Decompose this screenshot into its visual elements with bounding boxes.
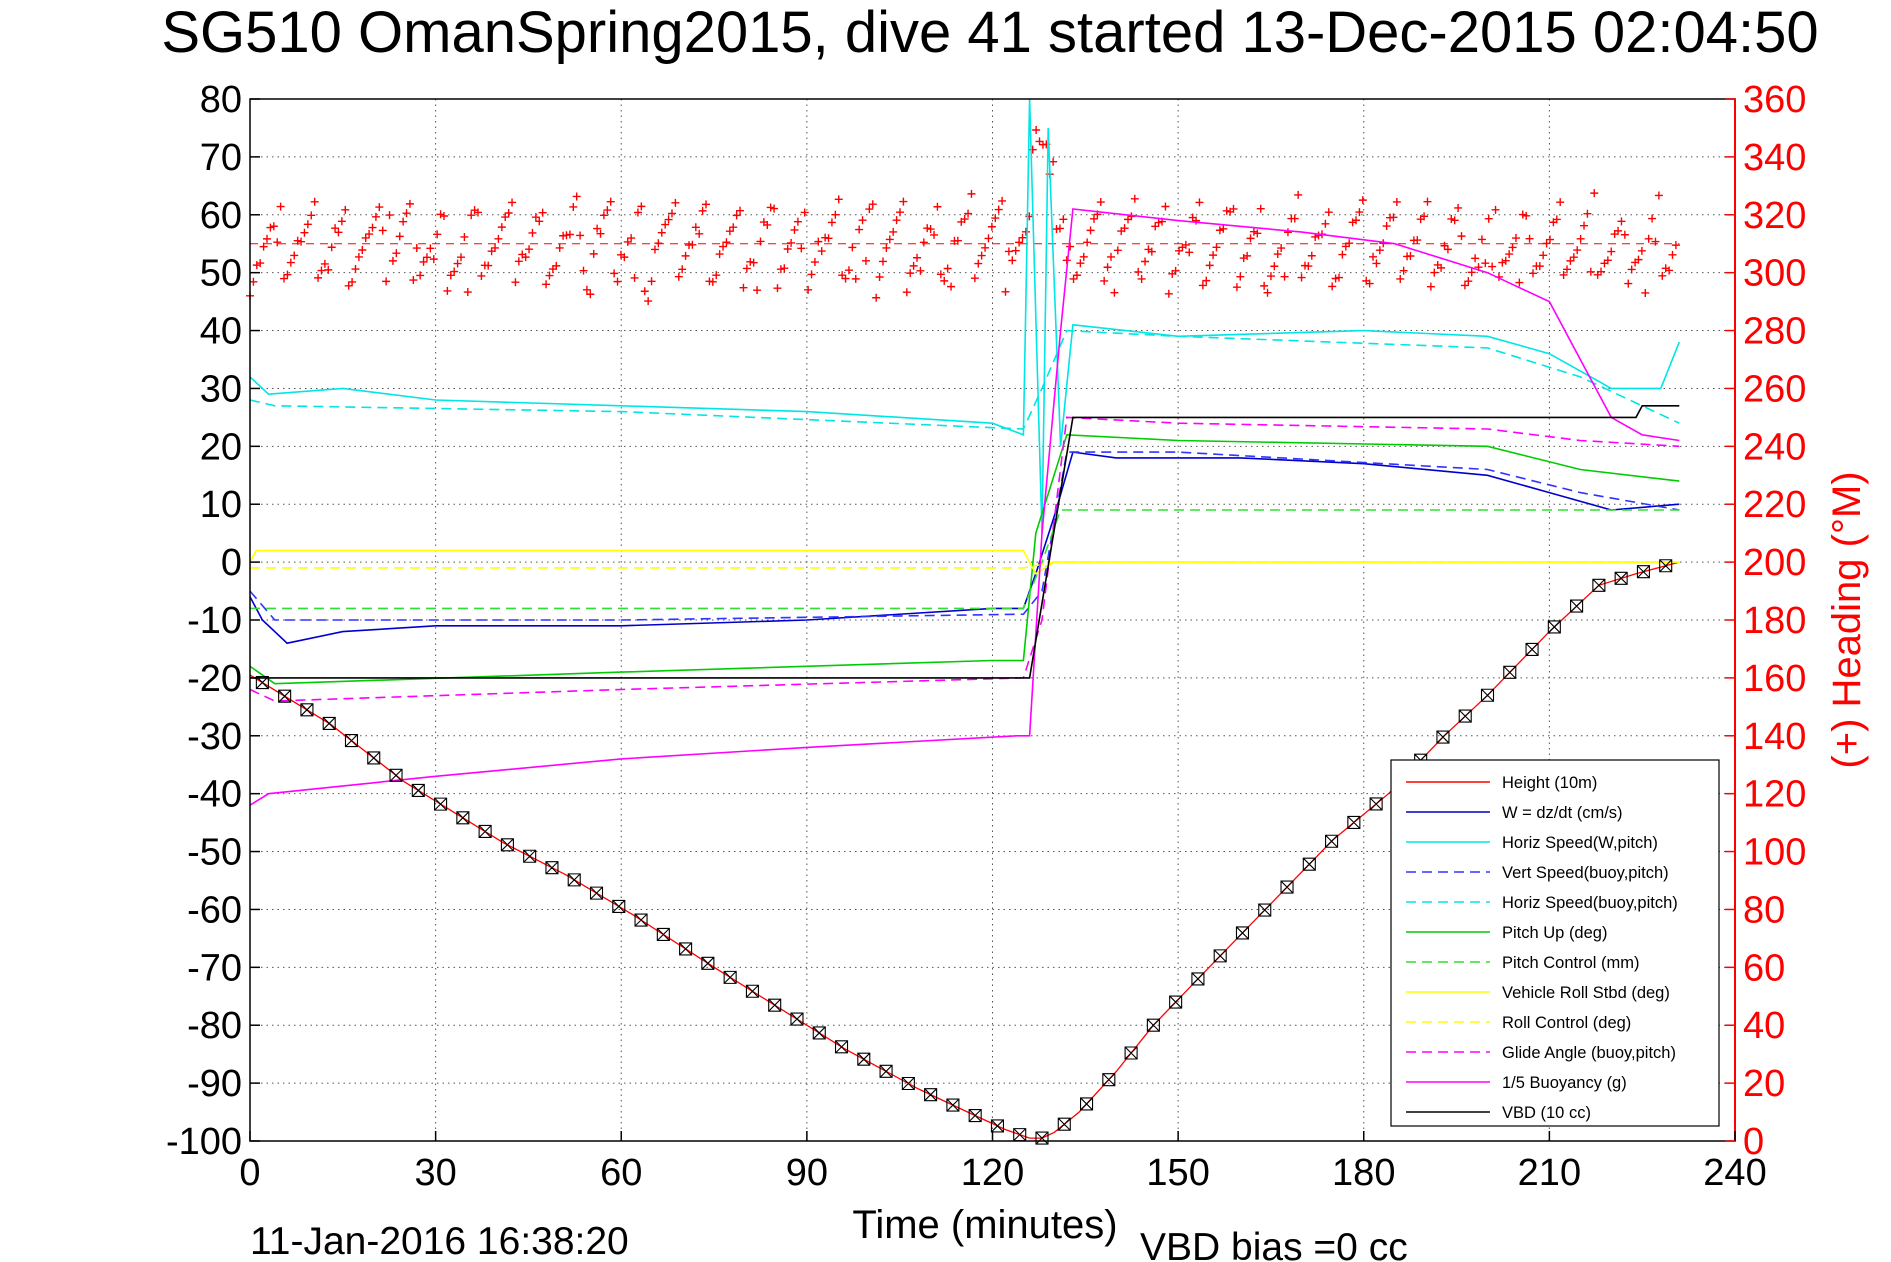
- y-tick-label: 60: [200, 195, 242, 237]
- series-line: [249, 329, 1680, 430]
- x-tick-label: 30: [414, 1152, 456, 1194]
- series-line: [249, 416, 1680, 702]
- x-axis: 0 30 60 90 120 150 180 210 240: [239, 1131, 1767, 1194]
- y-axis-right-label: (+) Heading (°M): [1825, 471, 1869, 768]
- legend-label: Glide Angle (buoy,pitch): [1502, 1044, 1676, 1062]
- legend: Height (10m) W = dz/dt (cm/s) Horiz Speed(…: [1390, 759, 1720, 1127]
- y-right-tick-label: 360: [1743, 79, 1806, 121]
- y-tick-label: -100: [166, 1121, 242, 1163]
- y-tick-label: -80: [187, 1005, 242, 1047]
- y-right-tick-label: 300: [1743, 253, 1806, 295]
- y-tick-label: 0: [221, 542, 242, 584]
- y-tick-label: 40: [200, 311, 242, 353]
- x-tick-label: 0: [239, 1152, 260, 1194]
- legend-label: Vert Speed(buoy,pitch): [1502, 864, 1669, 882]
- series-line: [250, 561, 1680, 569]
- y-right-tick-label: 80: [1743, 889, 1785, 931]
- y-axis-left: 80 70 60 50 40 30 20 10 0 -10 -20 -30 -40 -50 -60 -70 -8…: [166, 79, 260, 1163]
- height-marker: [255, 559, 1673, 1145]
- y-right-tick-label: 180: [1743, 600, 1806, 642]
- height-markers: [255, 559, 1673, 1145]
- series-line: [250, 509, 1680, 610]
- y-tick-label: -90: [187, 1063, 242, 1105]
- x-tick-label: 150: [1146, 1152, 1209, 1194]
- legend-label: VBD (10 cc): [1502, 1104, 1591, 1122]
- legend-label: Height (10m): [1502, 774, 1597, 792]
- legend-label: Pitch Control (mm): [1502, 954, 1640, 972]
- y-right-tick-label: 340: [1743, 137, 1806, 179]
- legend-label: 1/5 Buoyancy (g): [1502, 1074, 1627, 1092]
- x-axis-label: Time (minutes): [852, 1203, 1117, 1247]
- y-right-tick-label: 160: [1743, 658, 1806, 700]
- x-tick-label: 240: [1703, 1152, 1766, 1194]
- y-tick-label: -60: [187, 889, 242, 931]
- y-tick-label: -40: [187, 774, 242, 816]
- y-right-tick-label: 220: [1743, 484, 1806, 526]
- legend-label: Vehicle Roll Stbd (deg): [1502, 984, 1670, 1002]
- y-right-tick-label: 280: [1743, 311, 1806, 353]
- y-right-tick-label: 320: [1743, 195, 1806, 237]
- y-right-tick-label: 140: [1743, 716, 1806, 758]
- y-right-tick-label: 100: [1743, 832, 1806, 874]
- legend-label: Horiz Speed(W,pitch): [1502, 834, 1658, 852]
- x-tick-label: 180: [1332, 1152, 1395, 1194]
- y-right-tick-label: 120: [1743, 774, 1806, 816]
- y-tick-label: 50: [200, 253, 242, 295]
- y-tick-label: -50: [187, 832, 242, 874]
- legend-box: [1390, 759, 1720, 1127]
- y-tick-label: -20: [187, 658, 242, 700]
- y-right-tick-label: 0: [1743, 1121, 1764, 1163]
- series-line: [249, 433, 1680, 685]
- y-tick-label: 30: [200, 368, 242, 410]
- legend-label: Horiz Speed(buoy,pitch): [1502, 894, 1678, 912]
- series-line: [249, 549, 1680, 575]
- chart-title: SG510 OmanSpring2015, dive 41 started 13…: [161, 0, 1818, 65]
- y-tick-label: 70: [200, 137, 242, 179]
- y-tick-label: 20: [200, 426, 242, 468]
- y-tick-label: -10: [187, 600, 242, 642]
- y-tick-label: 10: [200, 484, 242, 526]
- y-tick-label: 80: [200, 79, 242, 121]
- series-line: [249, 98, 1681, 534]
- legend-label: W = dz/dt (cm/s): [1502, 804, 1623, 822]
- y-right-tick-label: 260: [1743, 368, 1806, 410]
- timestamp-footer: 11-Jan-2016 16:38:20: [250, 1220, 629, 1262]
- x-tick-label: 120: [961, 1152, 1024, 1194]
- series-line: [250, 404, 1680, 679]
- y-tick-label: -70: [187, 947, 242, 989]
- vbd-bias-footer: VBD bias =0 cc: [1140, 1226, 1408, 1262]
- y-tick-label: -30: [187, 716, 242, 758]
- y-right-tick-label: 40: [1743, 1005, 1785, 1047]
- y-right-tick-label: 200: [1743, 542, 1806, 584]
- y-right-tick-label: 240: [1743, 426, 1806, 468]
- y-axis-right: 3603403203002802602402202001801601401201…: [1725, 79, 1806, 1163]
- legend-label: Roll Control (deg): [1502, 1014, 1631, 1032]
- series-line: [249, 208, 1680, 806]
- x-tick-label: 210: [1518, 1152, 1581, 1194]
- y-right-tick-label: 20: [1743, 1063, 1785, 1105]
- y-right-tick-label: 60: [1743, 947, 1785, 989]
- x-tick-label: 60: [600, 1152, 642, 1194]
- x-tick-label: 90: [786, 1152, 828, 1194]
- legend-label: Pitch Up (deg): [1502, 924, 1607, 942]
